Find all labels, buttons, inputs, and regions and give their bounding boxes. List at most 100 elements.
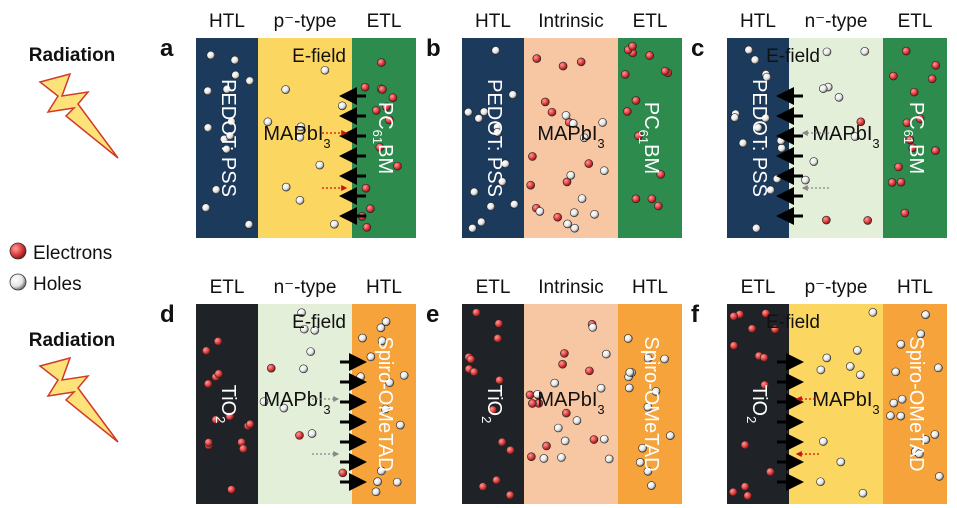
electron — [856, 117, 866, 127]
electron — [528, 152, 537, 161]
absorber-label: MAPbI3 — [263, 389, 330, 417]
hole — [396, 420, 405, 430]
electron — [382, 102, 391, 112]
hole — [588, 323, 598, 332]
right-layer-label: Spiro-OMeTAD — [640, 336, 662, 471]
electron — [759, 353, 769, 362]
header-left: HTL — [740, 11, 776, 32]
electron — [378, 85, 387, 94]
hole — [570, 223, 579, 233]
electron — [366, 204, 375, 213]
electron — [553, 212, 562, 222]
hole — [539, 454, 549, 463]
panel-a: a HTL p⁻-type ETL PEDOT: PSS PC61BM MAPbI3 E-fi… — [160, 11, 416, 238]
hole — [860, 47, 870, 56]
hole — [479, 107, 489, 117]
electron — [901, 46, 911, 56]
hole — [203, 123, 213, 133]
hole — [297, 308, 306, 317]
absorber-layer — [258, 38, 352, 238]
hole — [761, 113, 770, 123]
radiation-bottom: Radiation — [29, 330, 119, 443]
hole — [822, 353, 832, 363]
hole — [776, 136, 786, 145]
hole — [834, 93, 844, 102]
electron — [761, 309, 771, 318]
electron — [469, 367, 479, 377]
electron — [558, 61, 568, 71]
electron — [905, 135, 915, 145]
hole — [486, 202, 496, 211]
panel-b: b HTL Intrinsic ETL PEDOT: PSS PC61BM MAPbI3 — [426, 11, 682, 238]
header-right: HTL — [366, 277, 402, 298]
hole — [730, 113, 740, 122]
electron — [931, 146, 940, 155]
electron — [525, 390, 535, 400]
panel-letter: c — [691, 35, 704, 62]
hole — [643, 353, 653, 363]
hole — [579, 133, 589, 143]
hole — [371, 487, 381, 497]
lightning-icon — [38, 356, 119, 443]
hole — [809, 157, 819, 166]
hole — [310, 325, 320, 335]
hole — [222, 84, 232, 94]
panel-d: d ETL n⁻-type HTL TiO2 Spiro-OMeTAD MAPbI3 E-fi… — [160, 277, 416, 504]
hole — [330, 219, 339, 229]
hole — [635, 458, 645, 467]
hole — [231, 70, 240, 80]
electron — [647, 194, 657, 204]
electron — [472, 308, 481, 317]
hole — [501, 159, 510, 169]
absorber-layer — [524, 38, 618, 238]
hole — [381, 404, 390, 414]
efield-label: E-field — [766, 46, 820, 67]
left-layer-label: TiO2 — [479, 385, 505, 424]
hole — [590, 210, 599, 219]
electron — [526, 180, 535, 190]
hole — [497, 177, 507, 186]
panels: a HTL p⁻-type ETL PEDOT: PSS PC61BM MAPbI3 E-fi… — [160, 11, 947, 504]
header-mid: Intrinsic — [538, 277, 603, 298]
electron — [562, 408, 571, 418]
electron — [227, 485, 236, 494]
electron — [660, 66, 670, 76]
hole — [638, 443, 647, 453]
hole — [557, 453, 566, 462]
efield-label: E-field — [766, 312, 820, 333]
electron — [645, 51, 654, 60]
hole — [625, 368, 635, 377]
hole — [599, 434, 609, 444]
absorber-label: MAPbI3 — [812, 389, 879, 417]
electron — [740, 482, 750, 491]
electron — [628, 41, 637, 51]
absorber-layer — [789, 38, 883, 238]
electron — [495, 375, 504, 385]
legend-electrons-label: Electrons — [33, 243, 112, 264]
electron — [225, 412, 235, 421]
electron — [728, 487, 738, 497]
header-mid: n⁻-type — [274, 277, 337, 298]
lightning-icon — [38, 72, 119, 159]
electron — [488, 405, 498, 415]
hole — [281, 85, 290, 94]
efield-label: E-field — [292, 46, 346, 67]
hole — [508, 90, 518, 99]
hole — [891, 367, 901, 377]
hole — [643, 402, 653, 412]
electron — [202, 346, 211, 356]
left-layer — [196, 304, 258, 504]
header-mid: p⁻-type — [805, 277, 868, 298]
hole — [577, 194, 587, 203]
hole — [281, 182, 291, 192]
hole — [777, 143, 786, 153]
hole — [306, 347, 315, 356]
electron — [634, 131, 643, 141]
electron — [894, 162, 903, 172]
electron — [560, 349, 569, 358]
hole — [819, 437, 828, 446]
electron — [589, 435, 599, 444]
left-layer-label: PEDOT: PSS — [483, 79, 505, 197]
hole — [935, 472, 944, 481]
